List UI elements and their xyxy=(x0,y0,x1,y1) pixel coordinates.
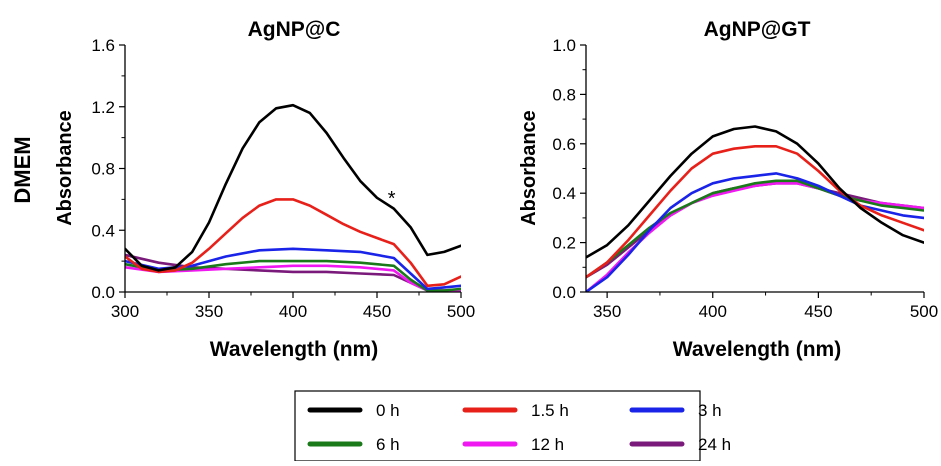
panel-title: AgNP@C xyxy=(248,18,341,41)
annotation-asterisk: * xyxy=(388,188,396,210)
y-tick-label: 0.6 xyxy=(552,135,576,154)
x-tick-label: 500 xyxy=(910,302,938,321)
y-axis-label: Absorbance xyxy=(518,110,540,226)
y-axis-label: Absorbance xyxy=(54,110,76,226)
x-tick-label: 350 xyxy=(195,302,223,321)
series-line-0-h xyxy=(125,103,461,272)
series-line-0-h xyxy=(586,125,924,259)
series-line-6-h xyxy=(125,259,461,292)
series-line-1-5-h xyxy=(125,198,461,288)
row-label: DMEM xyxy=(10,136,35,203)
y-tick-label: 0.0 xyxy=(552,283,576,302)
series-group xyxy=(586,125,924,292)
legend-label-12-h: 12 h xyxy=(531,435,564,454)
y-axis-label-group: Absorbance xyxy=(518,110,540,226)
x-tick-label: 450 xyxy=(363,302,391,321)
x-tick-label: 400 xyxy=(699,302,727,321)
y-tick-label: 1.6 xyxy=(91,36,115,55)
series-line-3-h xyxy=(125,247,461,291)
y-axis-label-group: Absorbance xyxy=(54,110,76,226)
y-tick-label: 0.0 xyxy=(91,283,115,302)
series-line-6-h xyxy=(586,179,924,279)
x-tick-label: 400 xyxy=(279,302,307,321)
legend-label-1-5-h: 1.5 h xyxy=(531,401,569,420)
x-tick-label: 450 xyxy=(804,302,832,321)
legend-box xyxy=(294,390,701,462)
panel-agnp-gt: AgNP@GT Absorbance Wavelength (nm) 350 40… xyxy=(518,18,938,361)
legend: 0 h 1.5 h 3 h 6 h 12 h 24 h xyxy=(294,390,731,462)
legend-label-24-h: 24 h xyxy=(698,435,731,454)
y-tick-label: 0.2 xyxy=(552,234,576,253)
series-line-1-5-h xyxy=(586,145,924,279)
y-tick-label: 1.2 xyxy=(91,98,115,117)
legend-label-6-h: 6 h xyxy=(376,435,400,454)
panel-agnp-c: AgNP@C Absorbance Wavelength (nm) 300 350… xyxy=(54,18,475,361)
panel-title: AgNP@GT xyxy=(704,18,811,41)
y-tick-label: 0.8 xyxy=(552,85,576,104)
y-tick-label: 0.4 xyxy=(91,221,115,240)
y-tick-label: 0.4 xyxy=(552,184,576,203)
legend-label-0-h: 0 h xyxy=(376,401,400,420)
x-axis-label: Wavelength (nm) xyxy=(210,338,378,361)
legend-label-3-h: 3 h xyxy=(698,401,722,420)
y-tick-label: 1.0 xyxy=(552,36,576,55)
x-axis-label: Wavelength (nm) xyxy=(673,338,841,361)
x-tick-label: 500 xyxy=(447,302,475,321)
y-tick-label: 0.8 xyxy=(91,160,115,179)
series-line-3-h xyxy=(586,172,924,292)
series-group xyxy=(125,103,461,292)
x-tick-label: 350 xyxy=(593,302,621,321)
x-tick-label: 300 xyxy=(111,302,139,321)
